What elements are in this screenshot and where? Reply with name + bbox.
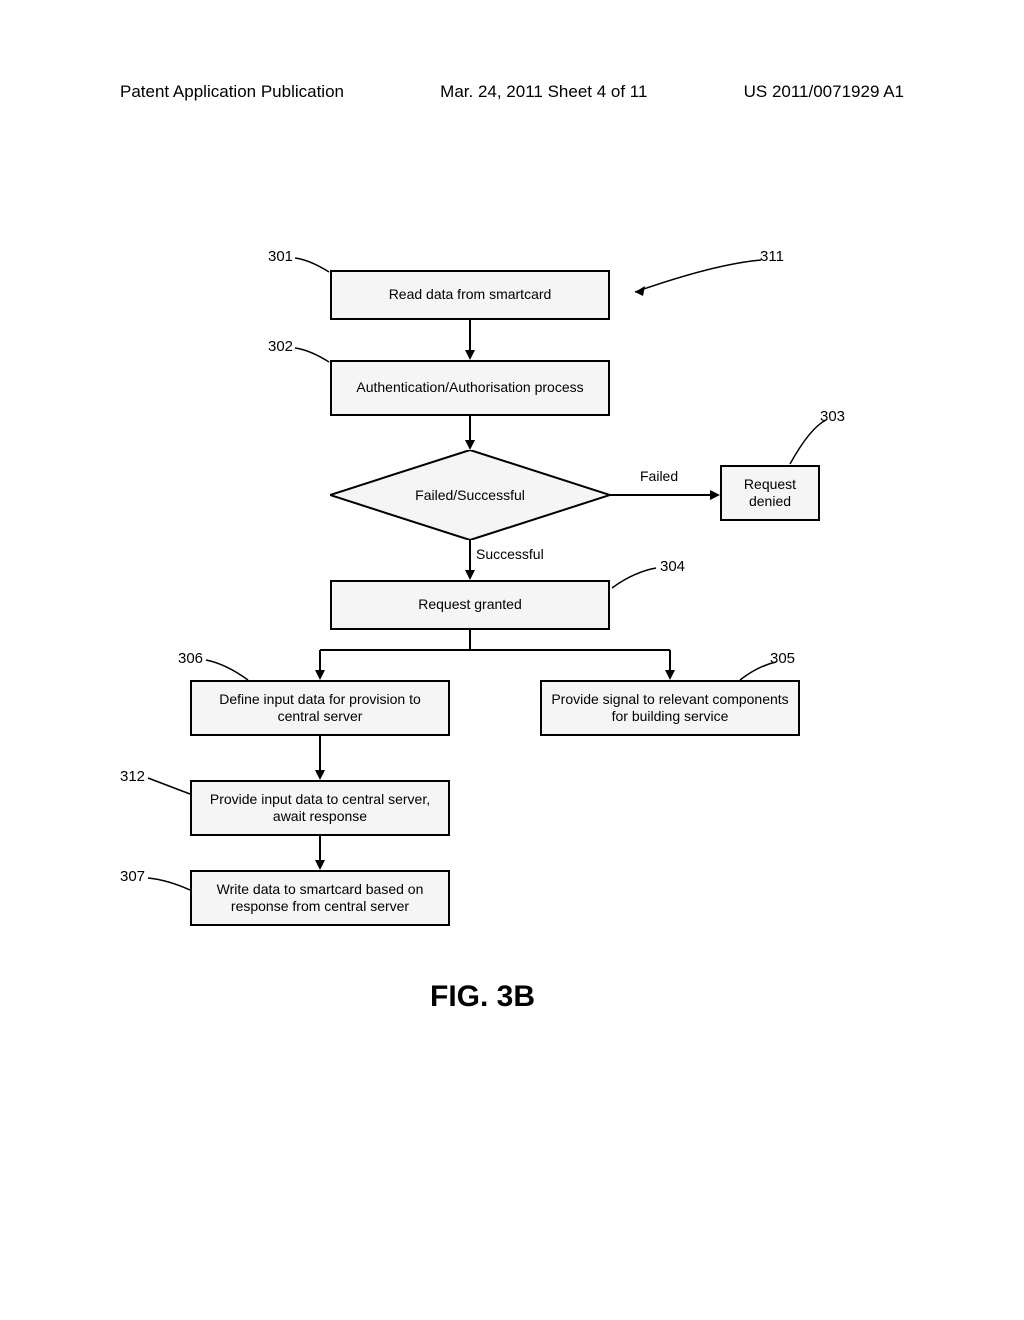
figure-title: FIG. 3B [430,980,535,1014]
header-right: US 2011/0071929 A1 [744,82,904,102]
node-request-denied: Request denied [720,465,820,521]
node-label: Provide input data to central server, aw… [200,791,440,826]
leader-301 [295,258,335,278]
leader-304 [612,568,660,592]
edge-312-307 [315,836,325,870]
leader-312 [148,776,192,800]
node-label: Read data from smartcard [389,286,552,304]
edge-304-fork [300,630,690,680]
ref-301: 301 [268,248,293,265]
header-left: Patent Application Publication [120,82,344,102]
edge-label-failed: Failed [640,468,678,484]
leader-305 [740,662,780,684]
page-header: Patent Application Publication Mar. 24, … [0,82,1024,102]
decision-failed-successful: Failed/Successful [330,450,610,540]
node-read-data: Read data from smartcard [330,270,610,320]
node-label: Request denied [730,476,810,511]
edge-label-successful: Successful [476,546,544,562]
ref-312: 312 [120,768,145,785]
ref-302: 302 [268,338,293,355]
leader-302 [295,348,335,368]
leader-307 [148,876,192,896]
node-label: Failed/Successful [330,450,610,540]
leader-303 [790,420,830,468]
node-write-data: Write data to smartcard based on respons… [190,870,450,926]
node-auth-process: Authentication/Authorisation process [330,360,610,416]
node-label: Authentication/Authorisation process [356,379,583,397]
ref-306: 306 [178,650,203,667]
leader-311 [635,260,765,296]
node-define-input-data: Define input data for provision to centr… [190,680,450,736]
node-label: Provide signal to relevant components fo… [550,691,790,726]
node-provide-signal: Provide signal to relevant components fo… [540,680,800,736]
edge-decision-304 [465,540,475,580]
ref-304: 304 [660,558,685,575]
edge-decision-303 [610,490,720,500]
header-mid: Mar. 24, 2011 Sheet 4 of 11 [440,82,647,102]
ref-307: 307 [120,868,145,885]
leader-306 [206,660,250,684]
edge-302-decision [465,416,475,450]
node-label: Write data to smartcard based on respons… [200,881,440,916]
edge-301-302 [465,320,475,360]
edge-306-312 [315,736,325,780]
node-request-granted: Request granted [330,580,610,630]
node-provide-input-data: Provide input data to central server, aw… [190,780,450,836]
node-label: Request granted [418,596,522,614]
node-label: Define input data for provision to centr… [200,691,440,726]
